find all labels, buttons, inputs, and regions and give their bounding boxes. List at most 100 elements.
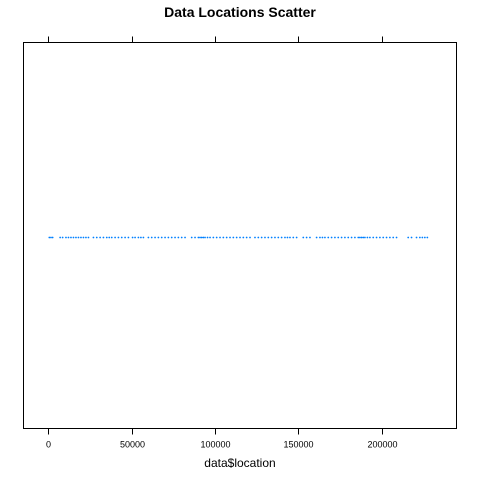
- x-tick-label: 200000: [367, 440, 397, 450]
- data-point: [366, 236, 369, 239]
- data-point: [407, 236, 410, 239]
- data-point: [418, 236, 421, 239]
- data-point: [92, 236, 95, 239]
- data-point: [284, 236, 286, 239]
- data-point: [337, 236, 340, 239]
- data-point: [95, 236, 98, 239]
- data-point: [382, 236, 385, 239]
- data-point: [150, 236, 153, 239]
- top-axis: [48, 36, 383, 43]
- data-point: [369, 236, 371, 239]
- data-point: [415, 236, 418, 239]
- data-point: [50, 236, 52, 239]
- data-point: [222, 236, 225, 239]
- data-point: [423, 236, 426, 239]
- data-point: [359, 236, 361, 239]
- data-point: [108, 236, 111, 239]
- data-point: [204, 236, 206, 239]
- data-point: [170, 236, 173, 239]
- data-point: [209, 236, 211, 239]
- data-point: [190, 236, 193, 239]
- data-point: [59, 236, 62, 239]
- data-point: [77, 236, 80, 239]
- data-point: [309, 236, 311, 239]
- data-point: [257, 236, 260, 239]
- data-point: [372, 236, 375, 239]
- data-point: [197, 236, 200, 239]
- data-point: [242, 236, 245, 239]
- data-point: [305, 236, 308, 239]
- data-point: [327, 236, 330, 239]
- data-point: [232, 236, 235, 239]
- data-point: [364, 236, 366, 239]
- data-point: [340, 236, 343, 239]
- data-point: [354, 236, 356, 239]
- data-point: [267, 236, 270, 239]
- data-point: [260, 236, 263, 239]
- data-point: [295, 236, 298, 239]
- x-tick-label: 150000: [283, 440, 313, 450]
- data-point: [245, 236, 248, 239]
- data-point: [137, 236, 140, 239]
- data-point: [184, 236, 186, 239]
- data-point: [67, 236, 70, 239]
- data-point: [120, 236, 123, 239]
- data-point: [395, 236, 398, 239]
- data-point: [160, 236, 163, 239]
- data-point: [147, 236, 150, 239]
- data-point: [164, 236, 166, 239]
- data-point: [225, 236, 228, 239]
- data-point: [410, 236, 413, 239]
- data-point: [200, 236, 203, 239]
- data-point: [239, 236, 241, 239]
- data-point: [229, 236, 231, 239]
- data-point: [80, 236, 82, 239]
- data-point: [292, 236, 295, 239]
- data-point: [324, 236, 326, 239]
- data-point: [350, 236, 353, 239]
- data-point: [140, 236, 142, 239]
- data-point: [167, 236, 170, 239]
- data-point: [219, 236, 221, 239]
- data-point: [75, 236, 77, 239]
- data-point: [388, 236, 391, 239]
- data-point: [177, 236, 180, 239]
- data-point: [334, 236, 336, 239]
- data-point: [157, 236, 160, 239]
- data-point: [134, 236, 136, 239]
- data-point: [378, 236, 381, 239]
- data-point: [277, 236, 280, 239]
- plot-frame: [23, 42, 457, 429]
- x-tick-label: 0: [46, 440, 51, 450]
- data-point: [51, 236, 54, 239]
- data-point: [375, 236, 378, 239]
- data-point: [286, 236, 289, 239]
- data-point: [302, 236, 305, 239]
- data-point: [347, 236, 350, 239]
- data-point: [127, 236, 130, 239]
- data-point: [199, 236, 201, 239]
- data-point: [110, 236, 113, 239]
- data-point: [202, 236, 205, 239]
- data-point: [215, 236, 218, 239]
- data-point: [357, 236, 360, 239]
- data-point: [319, 236, 321, 239]
- data-point: [360, 236, 363, 239]
- data-point: [421, 236, 424, 239]
- data-point: [105, 236, 108, 239]
- data-point: [70, 236, 72, 239]
- data-point: [65, 236, 67, 239]
- data-point: [131, 236, 134, 239]
- data-point: [264, 236, 266, 239]
- data-point: [235, 236, 238, 239]
- data-points: [48, 236, 429, 239]
- data-point: [330, 236, 333, 239]
- data-point: [206, 236, 209, 239]
- data-point: [82, 236, 85, 239]
- data-point: [142, 236, 145, 239]
- data-point: [362, 236, 365, 239]
- data-point: [85, 236, 87, 239]
- data-point: [61, 236, 64, 239]
- x-tick-label: 50000: [120, 440, 145, 450]
